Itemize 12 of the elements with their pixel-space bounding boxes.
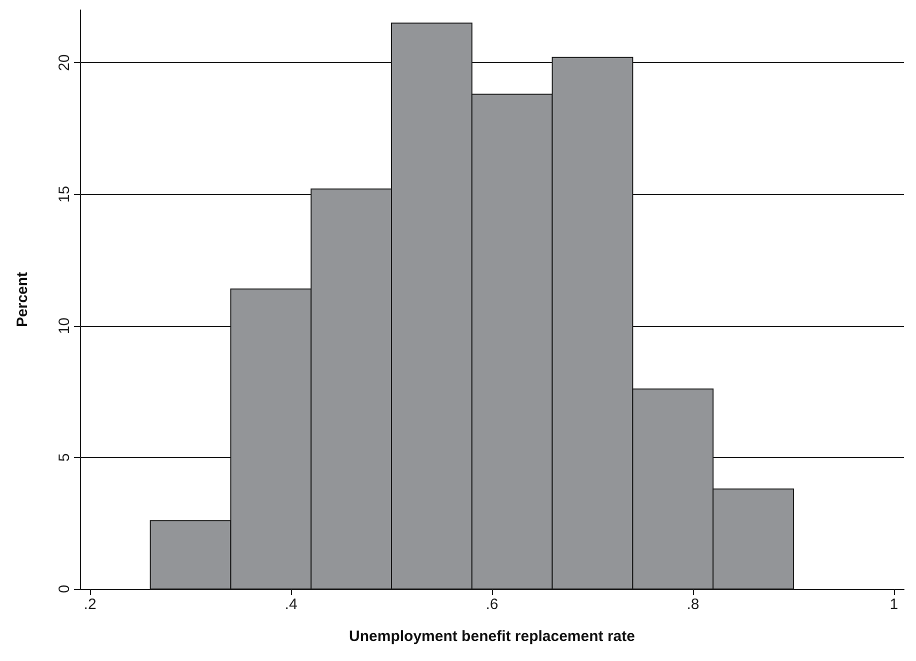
y-tick-label: 5 [56, 453, 73, 462]
y-tick-label: 20 [56, 54, 73, 71]
x-tick-label: .2 [84, 596, 96, 613]
y-tick-label: 0 [56, 584, 73, 594]
y-axis-title: Percent [14, 272, 31, 328]
x-tick-label: .8 [686, 596, 700, 613]
y-tick-label: 15 [56, 186, 73, 203]
y-tick-label: 10 [56, 317, 73, 334]
x-tick-label: 1 [890, 596, 898, 613]
x-axis-title: Unemployment benefit replacement rate [349, 628, 635, 645]
x-tick-label: .6 [486, 596, 498, 613]
x-tick-label: .4 [284, 596, 298, 613]
